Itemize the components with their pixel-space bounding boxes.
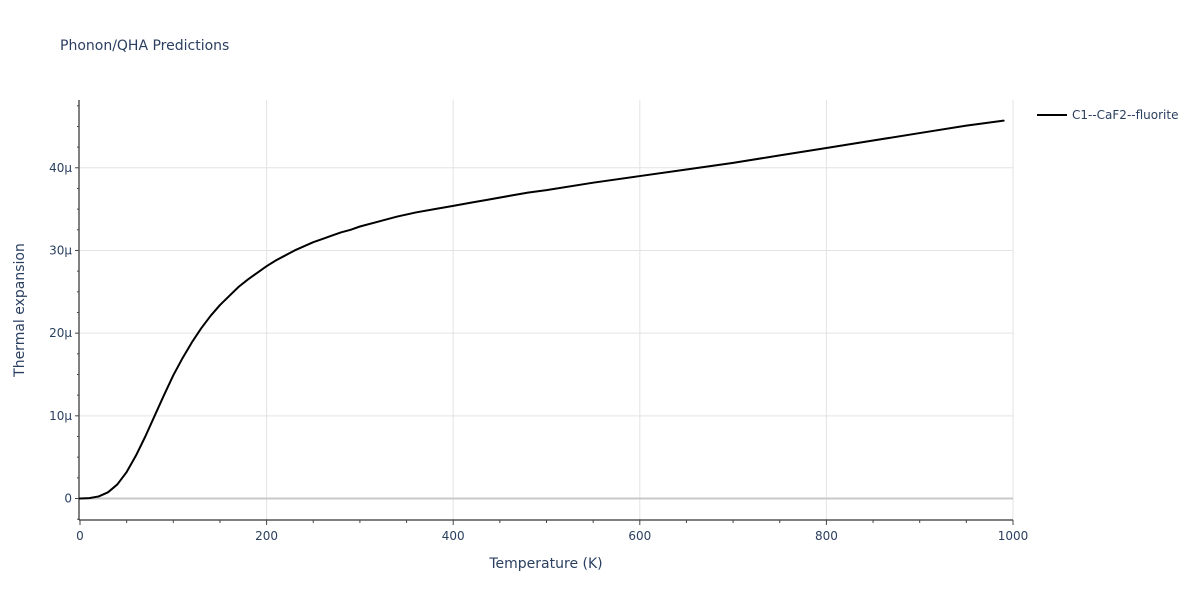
y-tick-label: 10μ xyxy=(49,409,72,423)
y-tick-label: 30μ xyxy=(49,243,72,257)
x-tick-label: 600 xyxy=(628,529,651,543)
y-axis-title: Thermal expansion xyxy=(12,243,28,378)
grid-layer xyxy=(80,100,1014,520)
x-axis-title: Temperature (K) xyxy=(488,556,602,572)
y-tick-label: 40μ xyxy=(49,161,72,175)
chart-title: Phonon/QHA Predictions xyxy=(60,38,229,54)
x-tick-label: 800 xyxy=(815,529,838,543)
series-layer xyxy=(79,119,1005,500)
y-tick-label: 20μ xyxy=(49,326,72,340)
x-tick-label: 1000 xyxy=(998,529,1029,543)
x-tick-label: 400 xyxy=(442,529,465,543)
x-tick-label: 0 xyxy=(76,529,84,543)
x-tick-label: 200 xyxy=(255,529,278,543)
series-line-0[interactable] xyxy=(79,119,1005,500)
legend-item-label: C1--CaF2--fluorite xyxy=(1072,108,1178,122)
axes-layer xyxy=(75,100,1014,525)
y-tick-label: 0 xyxy=(64,492,72,506)
legend[interactable]: C1--CaF2--fluorite xyxy=(1037,108,1178,122)
tick-label-layer: 0 200 400 600 800 1000 0 10μ 20μ 30μ 40μ xyxy=(49,161,1028,543)
